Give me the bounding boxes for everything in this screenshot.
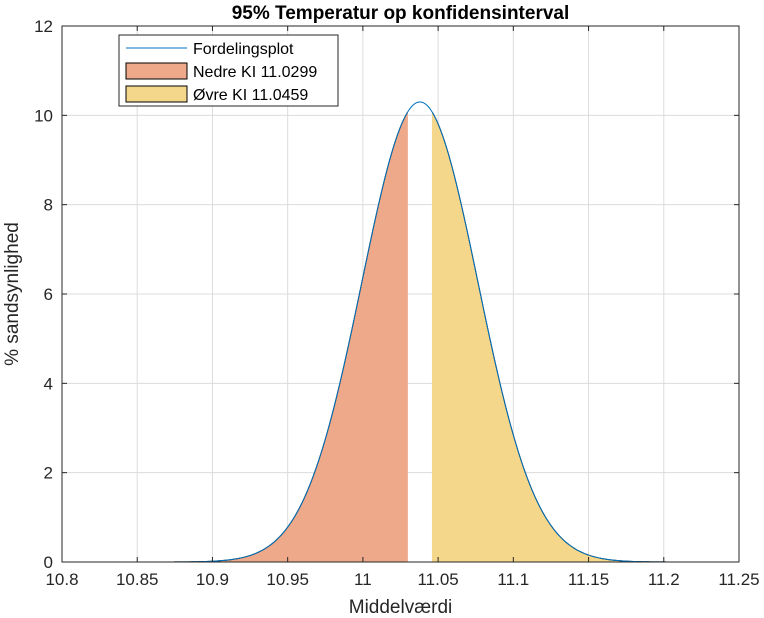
legend-swatch-lower-ci <box>125 62 188 80</box>
x-tick-label: 10.9 <box>196 570 229 589</box>
lower-ci-area <box>107 111 408 562</box>
x-axis-label: Middelværdi <box>349 597 452 618</box>
legend-label-distribution: Fordelingsplot <box>193 41 294 58</box>
x-tick-label: 11 <box>354 570 372 589</box>
distribution-line <box>107 101 739 563</box>
y-tick-label: 0 <box>44 553 53 572</box>
y-tick-label: 2 <box>44 464 53 483</box>
y-tick-label: 12 <box>34 17 53 36</box>
tick-marks <box>61 25 740 563</box>
x-tick-label: 10.95 <box>266 570 309 589</box>
x-tick-label: 10.8 <box>45 570 78 589</box>
chart-title: 95% Temperatur op konfidensinterval <box>232 3 570 24</box>
y-tick-labels: 0 2 4 6 8 10 12 <box>34 17 53 572</box>
legend-swatch-upper-ci <box>125 85 188 103</box>
upper-ci-area <box>431 111 739 562</box>
fill-areas <box>107 111 739 562</box>
x-tick-label: 11.05 <box>417 570 458 589</box>
y-tick-label: 8 <box>44 196 53 215</box>
x-tick-label: 11.1 <box>497 570 529 589</box>
x-tick-label: 11.15 <box>568 570 609 589</box>
y-tick-label: 4 <box>44 374 53 393</box>
y-tick-label: 10 <box>34 106 53 125</box>
y-axis-label: % sandsynlighed <box>2 222 23 366</box>
x-tick-label: 11.2 <box>648 570 680 589</box>
legend-label-upper-ci: Øvre KI 11.0459 <box>193 87 308 104</box>
curve-outline <box>107 112 739 563</box>
legend-label-lower-ci: Nedre KI 11.0299 <box>193 64 317 81</box>
legend: Fordelingsplot Nedre KI 11.0299 Øvre KI … <box>118 34 339 107</box>
x-tick-labels: 10.8 10.85 10.9 10.95 11 11.05 11.1 11.15 11.2 11… <box>45 570 759 589</box>
x-tick-label: 10.85 <box>116 570 159 589</box>
y-tick-label: 6 <box>44 285 53 304</box>
x-tick-label: 11.25 <box>718 570 759 589</box>
